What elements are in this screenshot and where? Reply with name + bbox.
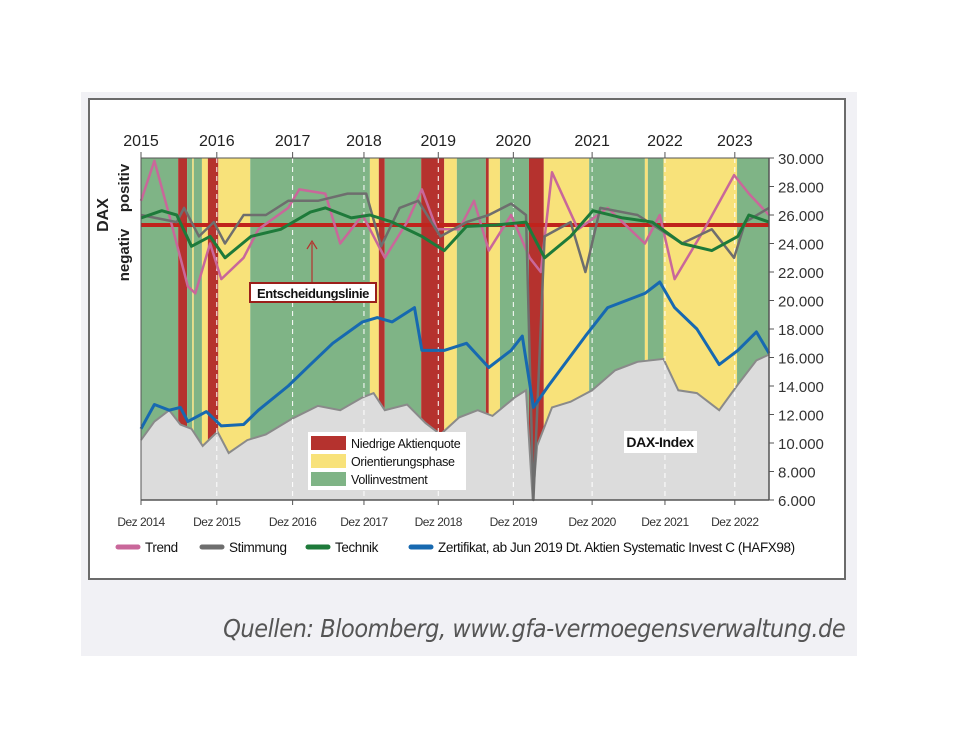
- x-tick-label: Dez 2018: [415, 515, 463, 529]
- decision-line-label-box: [249, 282, 377, 303]
- phase-band-yellow: [369, 158, 379, 500]
- top-year-label: 2020: [496, 133, 532, 150]
- x-tick-label: Dez 2019: [490, 515, 538, 529]
- legend-line-label: Technik: [335, 540, 379, 555]
- x-tick-label: Dez 2016: [269, 515, 317, 529]
- phase-band-green: [193, 158, 202, 500]
- series-line-zertifikat: [139, 280, 771, 430]
- top-year-label: 2017: [275, 133, 311, 150]
- top-year-label: 2015: [123, 133, 159, 150]
- phase-band-yellow: [488, 158, 500, 500]
- x-tick-label: Dez 2014: [117, 515, 165, 529]
- legend-swatch-green: [311, 472, 346, 486]
- y-tick-label: 18.000: [778, 322, 824, 339]
- legend-line-label: Stimmung: [229, 540, 287, 555]
- x-tick-label: Dez 2022: [711, 515, 759, 529]
- y-tick-label: 30.000: [778, 151, 824, 168]
- phase-band-red: [485, 158, 489, 500]
- source-note: Quellen: Bloomberg, www.gfa-vermoegensve…: [222, 614, 846, 643]
- legend-line-label: Trend: [145, 540, 178, 555]
- series-line-stimmung: [140, 192, 770, 502]
- y-tick-label: 26.000: [778, 208, 824, 225]
- y-tick-label: 10.000: [778, 436, 824, 453]
- y-tick-label: 20.000: [778, 294, 824, 311]
- y-tick-label: 8.000: [778, 465, 816, 482]
- legend-label: Orientierungsphase: [351, 455, 455, 469]
- phase-band-red: [528, 158, 544, 500]
- x-tick-label: Dez 2015: [193, 515, 241, 529]
- phase-band-yellow: [192, 158, 194, 500]
- x-tick-label: Dez 2020: [568, 515, 616, 529]
- legend-label: Niedrige Aktienquote: [351, 437, 461, 451]
- dax-index-line: [140, 353, 770, 501]
- y-tick-label: 6.000: [778, 493, 816, 510]
- phase-band-green: [187, 158, 193, 500]
- top-year-label: 2018: [346, 133, 382, 150]
- legend-label: Vollinvestment: [351, 473, 428, 487]
- y-tick-label: 16.000: [778, 351, 824, 368]
- series-line-technik: [140, 206, 770, 260]
- top-year-label: 2019: [420, 133, 456, 150]
- legend-swatch-yellow: [311, 454, 346, 468]
- y-axis-label-dax: DAX: [95, 198, 112, 232]
- top-year-label: 2022: [647, 133, 683, 150]
- phase-band-yellow: [444, 158, 457, 500]
- phase-band-red: [378, 158, 385, 500]
- arrow-head-icon: [306, 239, 318, 250]
- y-tick-label: 28.000: [778, 180, 824, 197]
- dax-label-box: [624, 431, 697, 453]
- dax-index-area: [141, 354, 769, 500]
- phase-band-red: [178, 158, 188, 500]
- top-year-label: 2021: [574, 133, 610, 150]
- x-tick-label: Dez 2017: [340, 515, 388, 529]
- x-tick-label: Dez 2021: [641, 515, 689, 529]
- legend-line-label: Zertifikat, ab Jun 2019 Dt. Aktien Syste…: [438, 540, 795, 555]
- y-axis-label-negative: negativ: [116, 228, 133, 281]
- decision-line-label: Entscheidungslinie: [257, 286, 369, 301]
- dax-index-label: DAX-Index: [626, 434, 694, 450]
- phase-band-yellow: [644, 158, 648, 500]
- series-line-trend: [139, 159, 770, 295]
- y-axis-label-positive: positiv: [116, 163, 133, 212]
- top-year-label: 2016: [199, 133, 235, 150]
- legend-swatch-red: [311, 436, 346, 450]
- y-tick-label: 24.000: [778, 237, 824, 254]
- y-tick-label: 14.000: [778, 379, 824, 396]
- y-tick-label: 12.000: [778, 408, 824, 425]
- top-year-label: 2023: [717, 133, 753, 150]
- y-tick-label: 22.000: [778, 265, 824, 282]
- phase-band-yellow: [201, 158, 208, 500]
- phase-band-red: [207, 158, 219, 500]
